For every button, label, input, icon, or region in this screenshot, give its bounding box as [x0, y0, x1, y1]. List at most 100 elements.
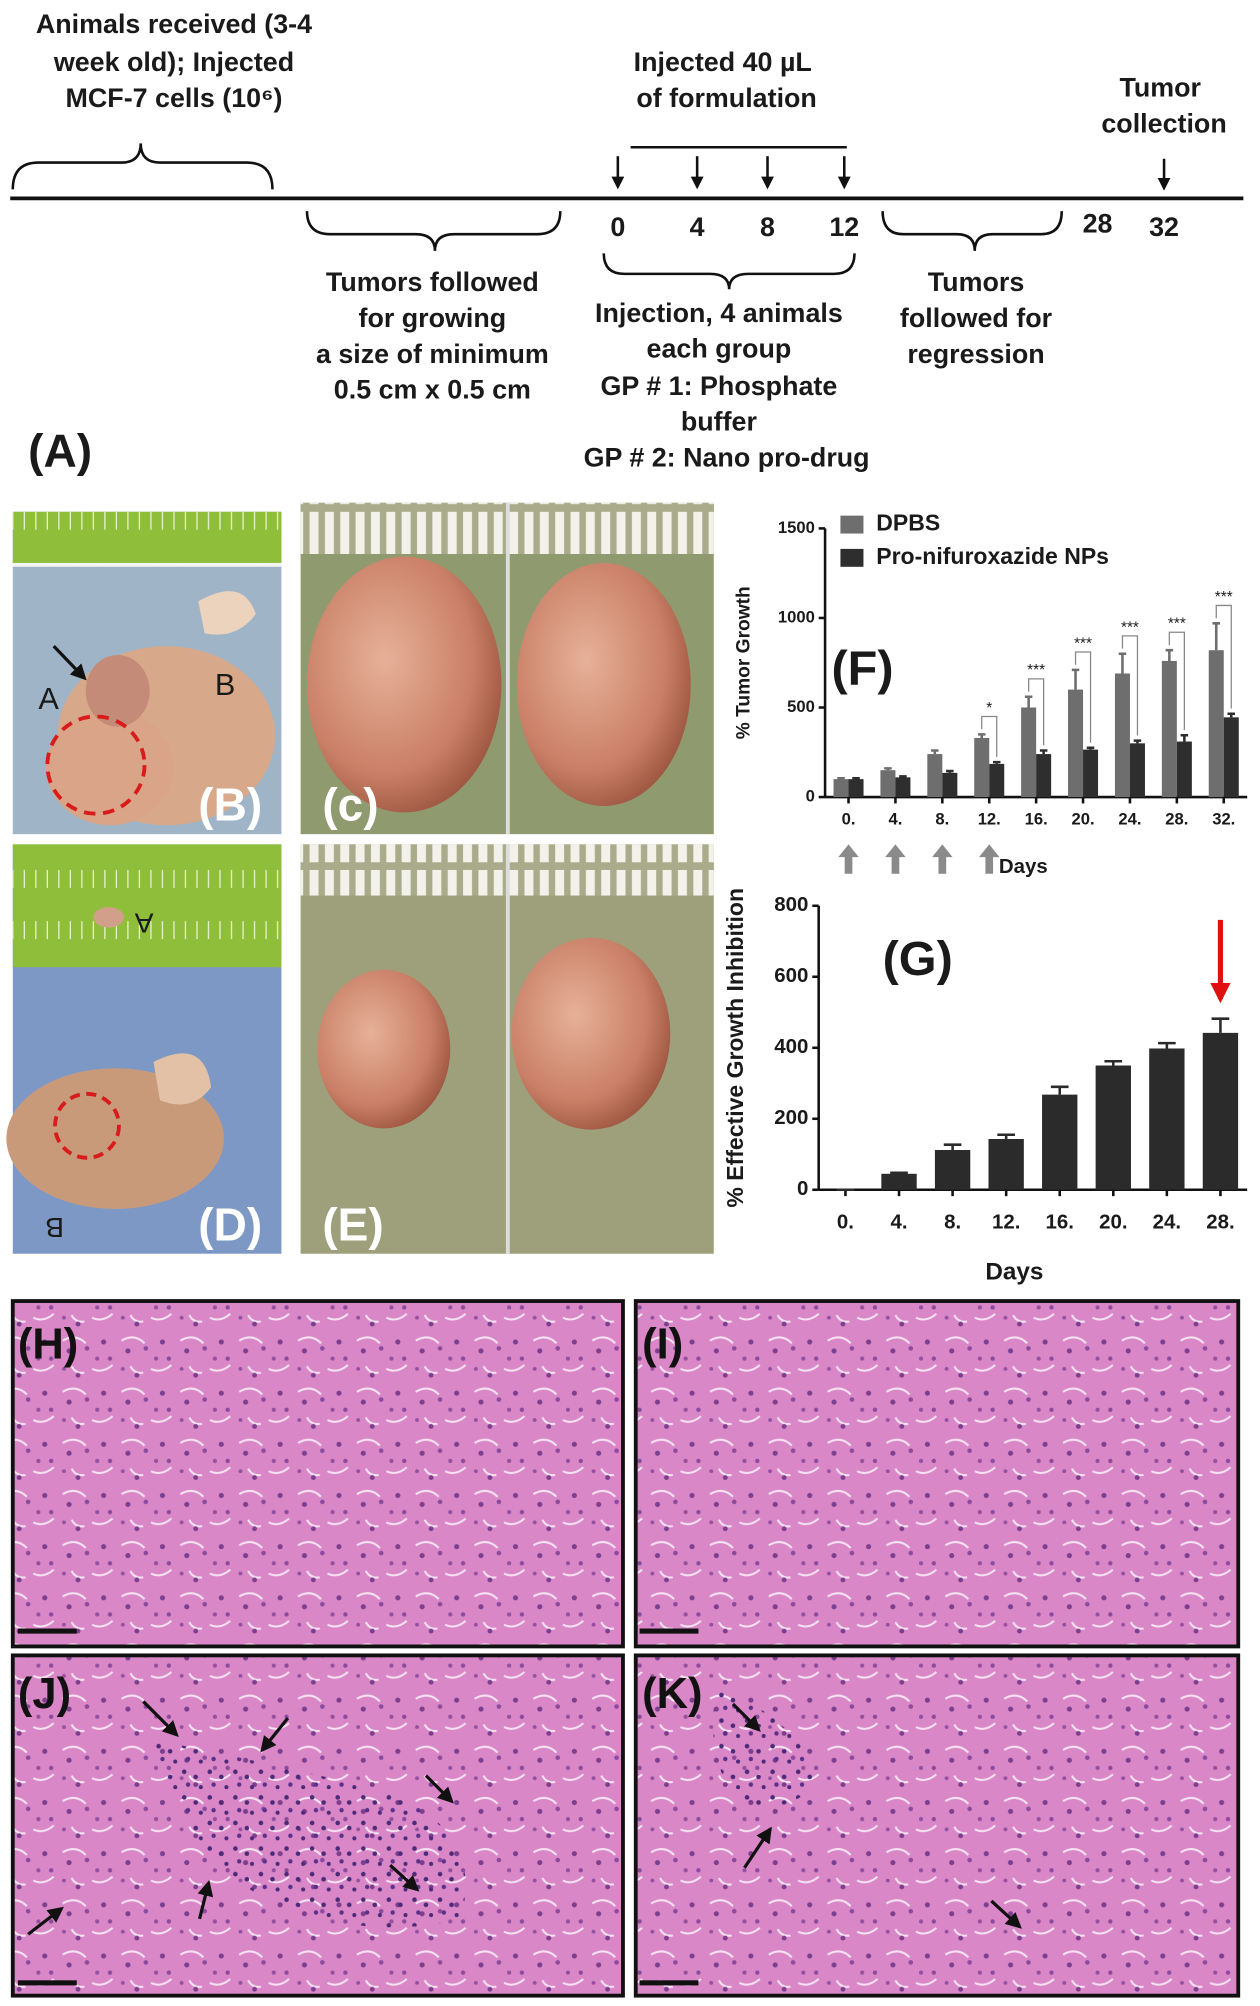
scale-bar: [639, 1980, 699, 1986]
timeline-text: GP # 1: Phosphate: [600, 371, 837, 401]
error-bar: [1227, 712, 1236, 718]
error-bar: [1071, 668, 1080, 690]
y-tick-label: 1500: [778, 518, 815, 537]
timeline-text: buffer: [681, 407, 758, 437]
x-tick-label: 20.: [1099, 1210, 1127, 1233]
timeline-text: Animals received (3-4: [36, 9, 312, 39]
legend-swatch: [840, 548, 864, 567]
y-axis-label: % Effective Growth Inhibition: [722, 888, 748, 1208]
bar: [1036, 754, 1052, 798]
y-tick-label: 0: [797, 1177, 808, 1200]
x-tick-label: 16.: [1025, 809, 1048, 828]
x-axis-label: Days: [999, 855, 1048, 878]
arrow: [52, 644, 87, 681]
tumor: [317, 969, 451, 1129]
x-tick-label: 20.: [1071, 809, 1094, 828]
injection-arrow: [838, 844, 859, 874]
panel-label: (G): [883, 932, 953, 986]
infiltrate: [713, 1688, 819, 1807]
significance-label: ***: [1168, 616, 1186, 633]
chart: 0 500 1000 1500 % Tumor Growth Days (F) 0. 4. 8. 1…: [734, 510, 1248, 878]
bar: [1223, 717, 1239, 798]
panel-label: (B): [198, 779, 262, 831]
timeline-text: a size of minimum: [316, 339, 549, 369]
error-bar: [1211, 1017, 1230, 1033]
error-bar: [992, 760, 1001, 764]
arrow: [260, 1717, 290, 1753]
x-tick-label: 12.: [978, 809, 1001, 828]
brace: [881, 211, 1064, 251]
photo-letter: B: [215, 667, 235, 702]
significance-bracket: [981, 715, 998, 758]
day-label: 4: [690, 212, 705, 242]
brace: [602, 253, 856, 290]
injection-arrow: [932, 844, 953, 874]
tumor: [46, 710, 174, 826]
bar: [989, 763, 1005, 798]
legend-swatch: [840, 515, 864, 534]
panel-label: (J): [18, 1670, 71, 1718]
bar: [895, 777, 911, 798]
injection-arrow: [885, 844, 906, 874]
x-tick-label: 4.: [890, 1210, 907, 1233]
day-label: 0: [610, 212, 625, 242]
histology: (H) (I) (J) (K): [10, 1299, 1241, 1998]
error-bar: [1212, 622, 1221, 651]
bar: [1129, 743, 1145, 798]
legend-label: DPBS: [876, 510, 940, 536]
error-bar: [1165, 648, 1174, 661]
timeline-text: Tumor: [1119, 73, 1201, 103]
y-tick-label: 800: [774, 893, 808, 916]
timeline-text: Tumors followed: [326, 267, 539, 297]
error-bar: [946, 769, 954, 773]
y-tick-label: 0: [806, 786, 815, 805]
x-tick-label: 24.: [1153, 1210, 1181, 1233]
bar: [1068, 689, 1084, 798]
tumor: [85, 655, 150, 727]
significance-label: ***: [1027, 662, 1045, 679]
scale-bars: [17, 1628, 699, 1986]
timeline-text: Injected 40 µL: [634, 47, 812, 77]
error-bar: [997, 1133, 1015, 1140]
bar: [1114, 673, 1130, 798]
arrow: [731, 1702, 761, 1732]
significance-label: ***: [1121, 619, 1139, 636]
bar: [1208, 650, 1224, 798]
ruler: [12, 511, 282, 563]
bar: [934, 1150, 971, 1190]
error-bar: [977, 733, 986, 738]
y-tick-label: 500: [787, 697, 815, 716]
timeline-text: MCF-7 cells (10⁶): [66, 83, 283, 113]
error-bar: [1086, 746, 1095, 750]
tumor: [307, 556, 502, 813]
ruler-edge: [12, 562, 282, 567]
panel-label: (F): [831, 642, 893, 696]
arrow: [389, 1863, 420, 1892]
ruler: [12, 844, 282, 968]
chart: 0 200 400 600 800 % Effective Growth Inhibiti…: [722, 888, 1248, 1285]
x-tick-label: 0.: [842, 809, 856, 828]
error-bar: [1104, 1059, 1123, 1066]
panel-label: (A): [28, 424, 92, 476]
panel-label: (D): [198, 1198, 262, 1250]
bar: [1202, 1032, 1239, 1190]
timeline-text: week old); Injected: [53, 47, 294, 77]
error-bar: [852, 776, 860, 780]
histology-panel: [10, 1299, 625, 1649]
tumor: [516, 562, 691, 807]
timeline-text: collection: [1101, 109, 1226, 139]
brace: [11, 143, 274, 190]
x-tick-label: 8.: [944, 1210, 961, 1233]
bar: [1161, 660, 1177, 798]
x-tick-label: 28.: [1165, 809, 1188, 828]
panel-label: (H): [18, 1321, 78, 1369]
timeline-text: GP # 2: Nano pro-drug: [584, 442, 870, 472]
tumor: [93, 907, 125, 928]
ear: [198, 591, 256, 635]
day-label: 32: [1149, 212, 1179, 242]
x-axis-label: Days: [985, 1258, 1043, 1285]
arrow: [197, 1879, 214, 1920]
arrow: [424, 1774, 454, 1804]
error-bar: [1180, 733, 1189, 742]
